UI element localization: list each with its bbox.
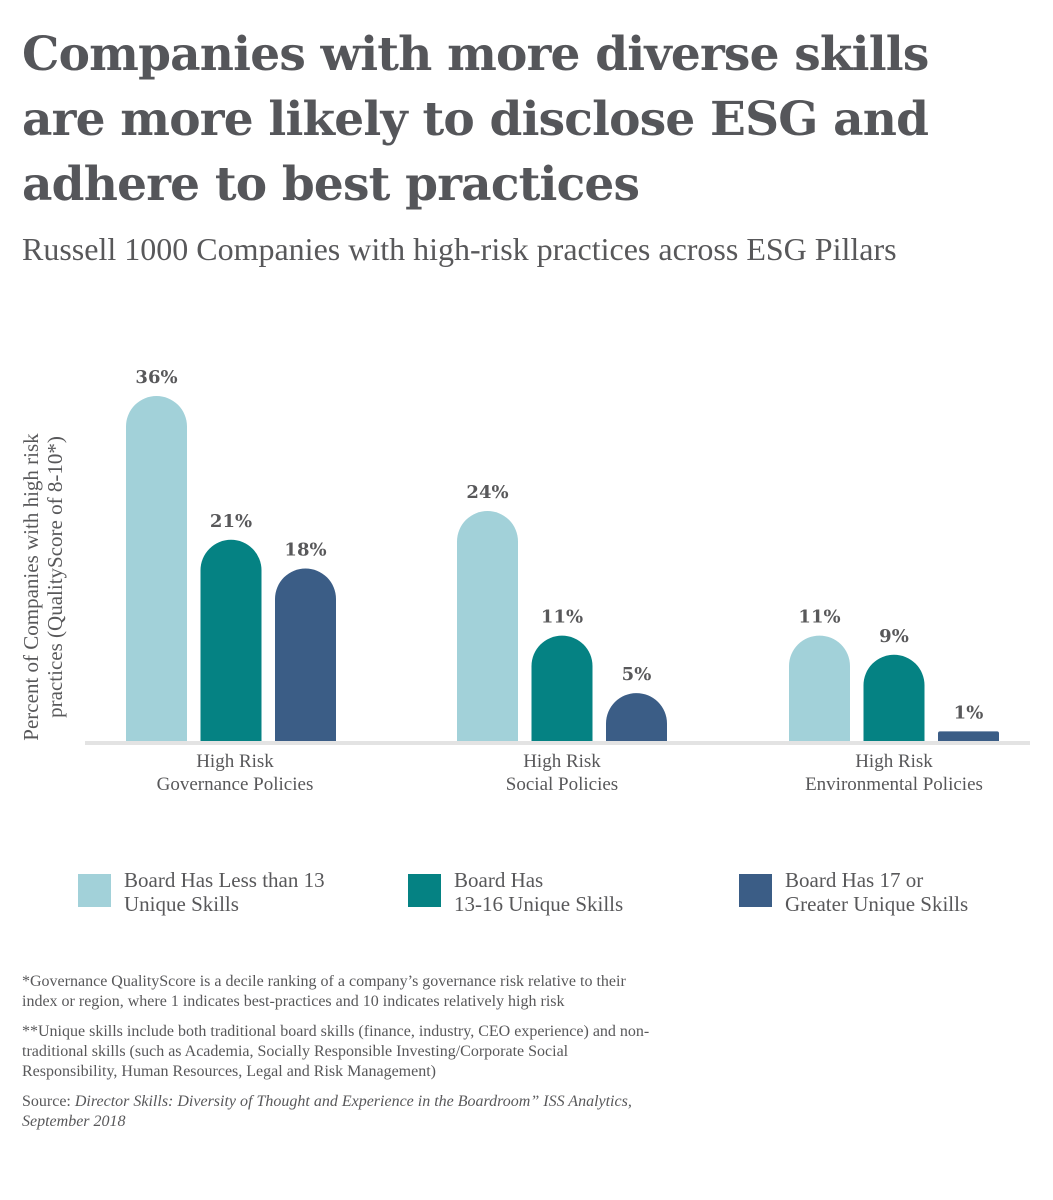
legend-label-line-2: Greater Unique Skills — [785, 892, 969, 916]
legend-label-line-1: Board Has 17 or — [785, 868, 924, 892]
legend-swatch-teal — [408, 874, 441, 907]
bar-governance-series-1 — [126, 395, 187, 741]
category-label-governance-line-1: High Risk — [196, 751, 274, 772]
chart-title: Companies with more diverse skills are m… — [22, 27, 929, 212]
source-prefix: Source: — [22, 1093, 75, 1110]
category-label-social-line-2: Social Policies — [506, 774, 618, 795]
legend-label-line-1: Board Has Less than 13 — [124, 868, 325, 892]
legend-swatch-navy — [739, 874, 772, 907]
bars-group — [126, 395, 999, 741]
legend-label-line-1: Board Has — [454, 868, 544, 892]
value-label-social-series-1: 24% — [466, 482, 508, 503]
bar-environmental-series-2 — [863, 654, 925, 741]
footnotes: *Governance QualityScore is a decile ran… — [22, 972, 662, 1142]
legend-label: Board Has Less than 13 Unique Skills — [124, 868, 384, 916]
category-label-environmental-line-2: Environmental Policies — [805, 774, 983, 795]
y-axis-label-line-2: practices (QualityScore of 8-10*) — [43, 436, 67, 718]
legend-swatch-light — [78, 874, 111, 907]
value-label-social-series-3: 5% — [622, 664, 652, 685]
category-label-environmental-line-1: High Risk — [855, 751, 933, 772]
bar-social-series-3 — [606, 693, 667, 741]
value-label-governance-series-3: 18% — [284, 540, 326, 561]
legend: Board Has Less than 13 Unique Skills Boa… — [0, 868, 1053, 928]
value-label-environmental-series-3: 1% — [954, 702, 984, 723]
value-label-governance-series-2: 21% — [210, 511, 252, 532]
bar-governance-series-2 — [200, 539, 262, 741]
value-label-environmental-series-2: 9% — [879, 626, 909, 647]
bar-social-series-2 — [531, 635, 593, 741]
legend-label: Board Has 13-16 Unique Skills — [454, 868, 714, 916]
category-label-governance-line-2: Governance Policies — [157, 774, 314, 795]
chart-subtitle: Russell 1000 Companies with high-risk pr… — [22, 231, 897, 267]
y-axis-label-line-1: Percent of Companies with high risk — [19, 433, 43, 741]
bar-environmental-series-3 — [938, 731, 999, 741]
value-label-governance-series-1: 36% — [135, 367, 177, 388]
value-label-environmental-series-1: 11% — [798, 607, 840, 628]
source-citation: Director Skills: Diversity of Thought an… — [22, 1093, 632, 1130]
source-note: Source: Director Skills: Diversity of Th… — [22, 1092, 662, 1132]
bar-social-series-1 — [457, 510, 518, 741]
value-label-social-series-2: 11% — [541, 607, 583, 628]
legend-label-line-2: Unique Skills — [124, 892, 239, 916]
footnote-unique-skills: **Unique skills include both traditional… — [22, 1023, 650, 1080]
bar-environmental-series-1 — [789, 635, 850, 741]
bar-chart: Percent of Companies with high risk prac… — [19, 367, 1030, 795]
footnote-quality-score: *Governance QualityScore is a decile ran… — [22, 973, 626, 1010]
category-label-social-line-1: High Risk — [523, 751, 601, 772]
bar-governance-series-3 — [275, 568, 336, 741]
legend-label: Board Has 17 or Greater Unique Skills — [785, 868, 1045, 916]
legend-label-line-2: 13-16 Unique Skills — [454, 892, 624, 916]
